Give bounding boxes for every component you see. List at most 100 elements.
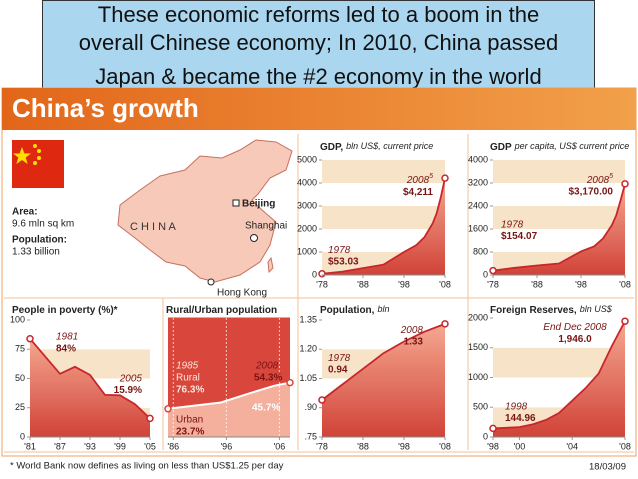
y-tick-label: 800: [473, 246, 488, 256]
title-main: GDP,: [320, 142, 343, 153]
annotation-year: End Dec 2008: [543, 322, 607, 333]
annotation-year: 2008: [586, 175, 610, 186]
chart-title: GDP, bln US$, current price: [320, 141, 433, 152]
header-title: China’s growth: [12, 93, 199, 123]
y-tick-label: 0: [312, 269, 317, 279]
annotation: 45.7%: [252, 403, 280, 414]
y-tick-label: 0: [20, 431, 25, 441]
annotation: 1985: [176, 361, 199, 372]
end-point: [164, 405, 172, 413]
end-point: [441, 320, 449, 328]
annotation-sup: 5: [609, 173, 613, 180]
annotation: 54.3%: [254, 373, 282, 384]
y-tick-label: 75: [15, 344, 25, 354]
annotation-value: 84%: [56, 343, 76, 354]
band: [493, 318, 625, 348]
y-tick-label: 500: [473, 402, 488, 412]
line: [321, 323, 446, 401]
y-tick-label: 5000: [297, 154, 317, 164]
annotation: 76.3%: [176, 385, 204, 396]
end-point: [489, 424, 497, 433]
annotation-value: 1,946.0: [558, 334, 592, 345]
title-main: Rural/Urban population: [166, 305, 277, 316]
text-line: These economic reforms led to a boom in …: [97, 2, 540, 27]
area-fill: [493, 321, 625, 437]
annotation-value: 1.33: [404, 337, 424, 348]
chart-title: Population, bln: [320, 304, 389, 315]
area-fill: [168, 318, 290, 409]
x-tick-label: '78: [316, 441, 328, 451]
y-tick-label: 0: [483, 269, 488, 279]
annotation: Rural: [176, 373, 200, 384]
y-tick-label: .75: [304, 431, 317, 441]
y-tick-label: 1600: [468, 223, 488, 233]
annotation-year: 20085: [406, 173, 433, 186]
x-tick-label: '08: [439, 279, 451, 289]
y-tick-label: 3200: [468, 177, 488, 187]
area-label: Area:: [12, 207, 38, 218]
y-tick-label: 1500: [468, 342, 488, 352]
map-label: C H I N A: [130, 221, 177, 233]
y-tick-label: 1000: [297, 246, 317, 256]
map-label: Hong Kong: [217, 288, 267, 299]
annotation-value: $4,211: [403, 187, 433, 198]
end-point: [286, 378, 294, 387]
y-tick-label: 2000: [297, 223, 317, 233]
chart-title: GDP per capita, US$ current price: [490, 141, 629, 152]
annotation-year: 1998: [505, 401, 528, 412]
y-tick-label: 0: [483, 431, 488, 441]
end-point: [621, 317, 629, 325]
annotation-year: End Dec 2008: [543, 322, 607, 333]
annotation-year: 1981: [56, 331, 78, 342]
x-tick-label: '08: [619, 279, 631, 289]
annotation-value: 0.94: [328, 365, 348, 376]
x-tick-label: '93: [84, 441, 96, 451]
population-value: 1.33 billion: [12, 247, 60, 258]
x-tick-label: '81: [24, 441, 36, 451]
annotation-year: 2008: [400, 325, 424, 336]
title-unit: bln US$: [580, 304, 613, 314]
title-main: People in poverty (%)*: [12, 305, 118, 316]
footnote: * World Bank now defines as living on le…: [10, 461, 284, 472]
y-tick-label: 2400: [468, 200, 488, 210]
chart-title: Foreign Reserves, bln US$: [490, 304, 613, 315]
annotation-year: 2005: [119, 373, 143, 384]
x-tick-label: '08: [439, 441, 451, 451]
x-tick-label: '99: [114, 441, 126, 451]
header: [2, 88, 636, 130]
end-point: [26, 334, 34, 343]
chart: GDP, bln US$, current price 0 1000 2000 3000 4…: [297, 141, 451, 289]
x-tick-label: '78: [316, 279, 328, 289]
flag: [12, 140, 64, 188]
annotation-year: 2005: [119, 373, 143, 384]
y-tick-label: 2000: [468, 312, 488, 322]
chart: Foreign Reserves, bln US$ 0 500 1000 1500 2000…: [468, 304, 631, 451]
text-line: overall Chinese economy; In 2010, China …: [78, 30, 559, 55]
end-point: [318, 396, 326, 404]
y-tick-label: 50: [15, 373, 25, 383]
x-tick-label: '88: [531, 279, 543, 289]
line: [492, 183, 626, 272]
annotation-year: 1978: [328, 353, 351, 364]
annotation-year: 2008: [400, 325, 424, 336]
end-point: [489, 266, 497, 275]
chart-title: Rural/Urban population: [166, 305, 277, 316]
annotation-value: 15.9%: [114, 385, 142, 396]
x-tick-label: '05: [144, 441, 156, 451]
annotation-year: 1978: [328, 244, 351, 255]
area-fill: [30, 338, 150, 437]
end-point: [621, 180, 629, 188]
line: [29, 338, 151, 420]
map-label: Shanghai: [245, 221, 287, 232]
text-box: These economic reforms led to a boom in …: [42, 0, 595, 96]
end-point: [146, 414, 154, 423]
y-tick-label: 1.35: [299, 314, 317, 324]
title-main: Population,: [320, 305, 375, 316]
area-fill: [322, 178, 445, 275]
annotation-year: 2008: [406, 175, 430, 186]
area-fill: [168, 382, 290, 437]
area-fill: [493, 183, 625, 275]
band: [322, 206, 445, 229]
